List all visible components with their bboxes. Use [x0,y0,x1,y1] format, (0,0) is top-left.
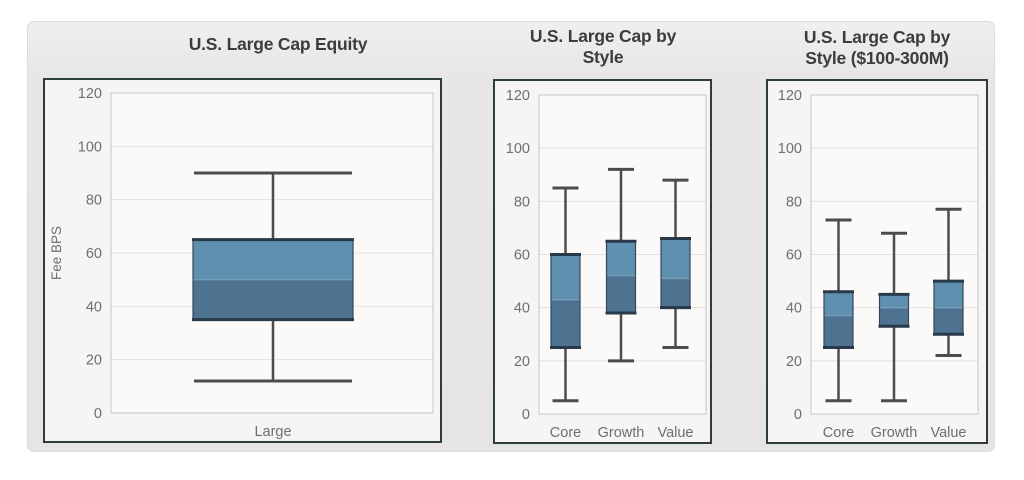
svg-text:0: 0 [794,407,802,423]
svg-text:40: 40 [514,301,530,317]
svg-text:120: 120 [78,86,102,102]
svg-text:60: 60 [514,248,530,264]
svg-text:60: 60 [786,248,802,264]
svg-text:100: 100 [78,139,102,155]
chart-title: U.S. Large Cap Equity [78,34,478,55]
svg-text:Value: Value [930,425,966,441]
chart-title: U.S. Large Cap by Style [483,26,723,68]
svg-text:20: 20 [786,354,802,370]
chart-title-line: U.S. Large Cap Equity [188,34,368,54]
svg-text:Large: Large [254,424,291,440]
chart-title-line: Style ($100-300M) [805,48,949,68]
svg-text:Core: Core [823,425,854,441]
boxplot-canvas: 0 20 40 60 80 100 120 Core Growth Value [778,88,979,441]
svg-text:100: 100 [506,141,530,157]
chart-frame: 0 20 40 60 80 100 120 Core Growth Value [766,79,988,444]
svg-text:80: 80 [86,193,102,209]
svg-text:Fee BPS: Fee BPS [49,226,64,280]
chart-title: U.S. Large Cap by Style ($100-300M) [757,27,997,69]
svg-text:Growth: Growth [871,425,918,441]
svg-text:40: 40 [786,301,802,317]
svg-text:20: 20 [514,354,530,370]
chart-title-line: Style [582,47,624,67]
chart-frame: 0 20 40 60 80 100 120 Large Fee BPS [43,78,442,443]
svg-text:0: 0 [522,407,530,423]
svg-text:100: 100 [778,141,802,157]
svg-text:120: 120 [506,88,530,104]
chart-frame: 0 20 40 60 80 100 120 Core Growth Value [493,79,712,444]
svg-text:120: 120 [778,88,802,104]
svg-text:80: 80 [786,194,802,210]
svg-text:40: 40 [86,299,102,315]
svg-text:80: 80 [514,194,530,210]
svg-text:Growth: Growth [598,425,645,441]
svg-text:0: 0 [94,406,102,422]
svg-text:Value: Value [657,425,693,441]
svg-text:60: 60 [86,246,102,262]
chart-title-line: U.S. Large Cap by [529,26,677,46]
svg-text:20: 20 [86,353,102,369]
chart-title-line: U.S. Large Cap by [803,27,951,47]
boxplot-canvas: 0 20 40 60 80 100 120 Large Fee BPS [49,86,434,440]
svg-text:Core: Core [550,425,581,441]
boxplot-canvas: 0 20 40 60 80 100 120 Core Growth Value [506,88,707,441]
